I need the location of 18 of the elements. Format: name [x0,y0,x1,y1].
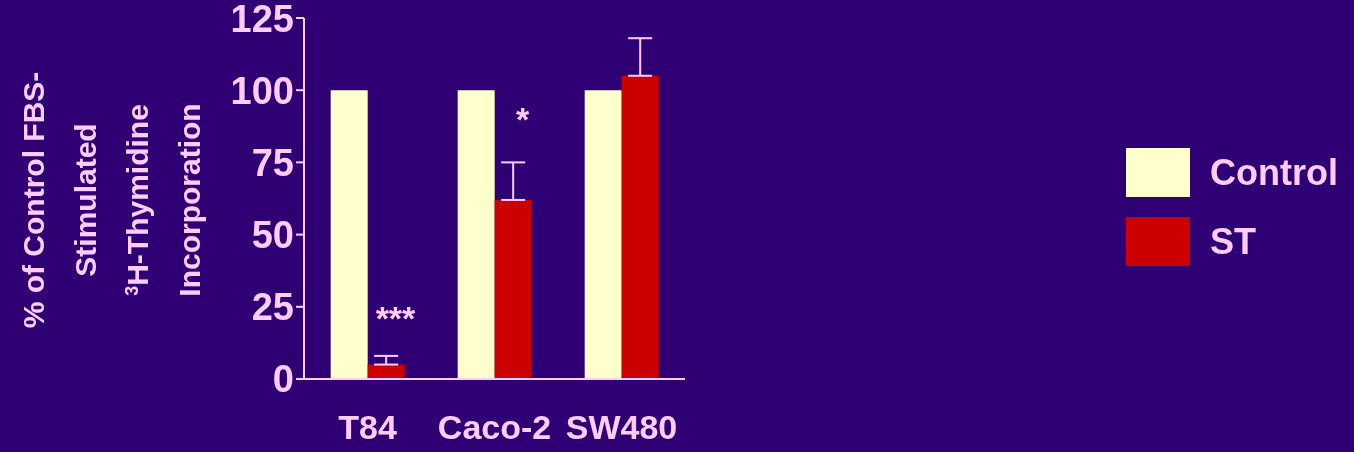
bar [494,199,532,379]
y-tick-label: 75 [251,141,294,184]
annotation: *** [375,299,417,338]
y-tick-label: 125 [230,0,294,40]
annotation: * [515,99,530,138]
y-tick-label: 0 [272,358,294,401]
bar [584,90,622,379]
y-tick-label: 25 [251,286,294,329]
bar [621,75,659,379]
x-tick-label: Caco-2 [437,408,552,447]
x-tick-label: SW480 [565,408,678,447]
legend-label: Control [1210,151,1338,194]
bar [330,90,368,379]
legend-label: ST [1210,220,1257,263]
x-tick-label: T84 [338,408,397,447]
bar [457,90,495,379]
y-tick-label: 100 [230,69,294,112]
y-tick-label: 50 [251,214,294,257]
